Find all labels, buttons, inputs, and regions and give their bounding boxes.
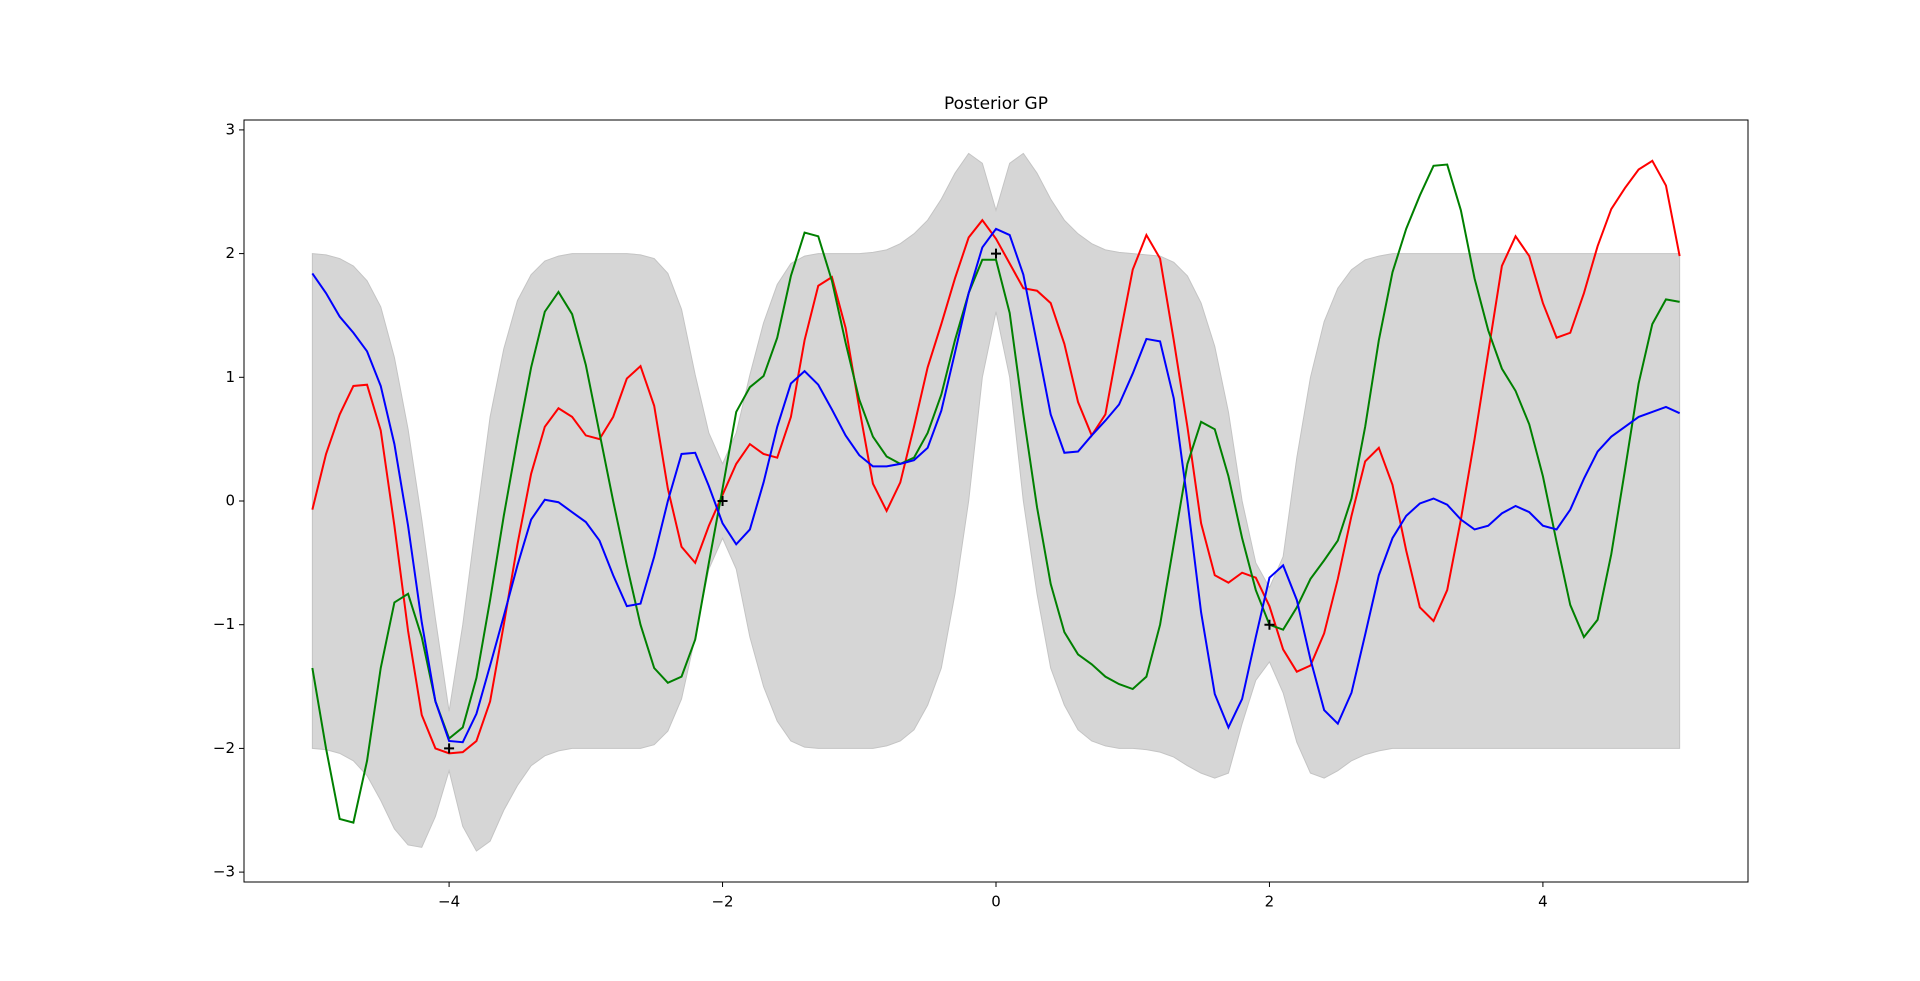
sample-line [311, 159, 1681, 755]
chart-title: Posterior GP [944, 94, 1048, 114]
x-tick-label: 0 [991, 893, 1001, 911]
y-tick-label: 1 [225, 368, 235, 386]
x-tick-label: 4 [1538, 893, 1548, 911]
sample-line [311, 227, 1681, 744]
training-point [444, 743, 455, 754]
y-tick-label: 0 [225, 492, 235, 510]
y-tick-label: −2 [213, 739, 235, 757]
x-tick-label: −2 [711, 893, 733, 911]
y-tick-label: −3 [213, 863, 235, 881]
y-tick-label: −1 [213, 615, 235, 633]
confidence-band [311, 152, 1681, 852]
y-tick-label: 2 [225, 244, 235, 262]
sample-line [311, 163, 1680, 824]
y-tick-label: 3 [225, 120, 235, 138]
x-tick-label: −4 [438, 893, 460, 911]
x-tick-label: 2 [1265, 893, 1275, 911]
training-point [1264, 619, 1275, 630]
training-point [991, 248, 1001, 259]
training-point [717, 496, 728, 506]
